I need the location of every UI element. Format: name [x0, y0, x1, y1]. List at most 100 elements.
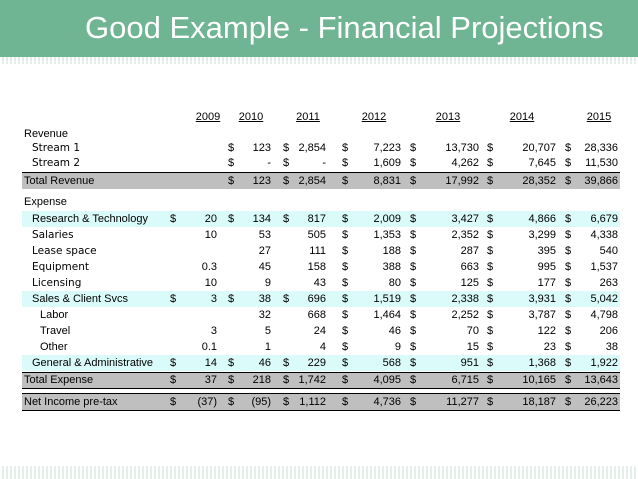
page-title: Good Example - Financial Projections	[85, 10, 604, 45]
currency-symbol: $	[283, 357, 290, 369]
row-label: Labor	[40, 309, 69, 321]
currency-symbol: $	[565, 229, 572, 241]
currency-symbol: $	[228, 396, 235, 408]
cell-value: 817	[307, 213, 326, 225]
year-header: 2010	[238, 111, 264, 123]
cell-value: 229	[307, 357, 326, 369]
currency-symbol: $	[228, 293, 235, 305]
cell-value: 663	[460, 261, 479, 273]
currency-symbol: $	[283, 374, 290, 386]
cell-value: 28,352	[522, 175, 556, 187]
cell-value: 123	[252, 142, 271, 154]
currency-symbol: $	[565, 309, 572, 321]
currency-symbol: $	[565, 396, 572, 408]
cell-value: 7,223	[373, 142, 401, 154]
cell-value: 38	[605, 341, 618, 353]
table-row: Stream 2 $ - $ - $1,609 $4,262 $7,645 $11,530	[22, 156, 620, 170]
currency-symbol: $	[410, 175, 417, 187]
cell-value: 2,854	[298, 142, 326, 154]
currency-symbol: $	[342, 277, 349, 289]
currency-symbol: $	[170, 213, 177, 225]
cell-value: 395	[537, 245, 556, 257]
title-banner: Good Example - Financial Projections	[0, 0, 638, 57]
cell-value: 4,866	[528, 213, 556, 225]
cell-value: 1,742	[298, 374, 326, 386]
cell-value: 11,277	[446, 396, 479, 408]
currency-symbol: $	[342, 261, 349, 273]
currency-symbol: $	[565, 142, 572, 154]
currency-symbol: $	[487, 293, 494, 305]
currency-symbol: $	[487, 277, 494, 289]
row-label: Salaries	[32, 229, 74, 241]
cell-value: 32	[258, 309, 271, 321]
cell-value: 43	[313, 277, 326, 289]
currency-symbol: $	[342, 341, 349, 353]
currency-symbol: $	[487, 357, 494, 369]
cell-value: 14	[204, 357, 217, 369]
currency-symbol: $	[565, 175, 572, 187]
currency-symbol: $	[342, 293, 349, 305]
year-header: 2011	[296, 111, 320, 123]
cell-value: 1,464	[373, 309, 401, 321]
cell-value: 8,831	[373, 175, 401, 187]
currency-symbol: $	[565, 261, 572, 273]
table-row: Salaries 10 53 505 $1,353 $2,352 $3,299 $4,338	[22, 228, 620, 242]
cell-value: 3,931	[528, 293, 556, 305]
year-header: 2009	[195, 111, 221, 123]
currency-symbol: $	[283, 213, 290, 225]
cell-value: 17,992	[445, 175, 479, 187]
currency-symbol: $	[228, 142, 235, 154]
section-expense: Expense	[22, 195, 620, 209]
currency-symbol: $	[342, 396, 349, 408]
currency-symbol: $	[487, 261, 494, 273]
cell-value: 951	[460, 357, 479, 369]
currency-symbol: $	[487, 245, 494, 257]
currency-symbol: $	[410, 261, 417, 273]
currency-symbol: $	[342, 229, 349, 241]
cell-value: 9	[264, 277, 271, 289]
cell-value: 4,262	[451, 157, 479, 169]
currency-symbol: $	[283, 142, 290, 154]
cell-value: 263	[599, 277, 618, 289]
cell-value: 177	[537, 277, 556, 289]
currency-symbol: $	[410, 229, 417, 241]
currency-symbol: $	[342, 325, 349, 337]
cell-value: 46	[258, 357, 271, 369]
currency-symbol: $	[410, 341, 417, 353]
cell-value: (95)	[251, 396, 271, 408]
cell-value: 668	[307, 309, 326, 321]
cell-value: 39,866	[584, 175, 618, 187]
cell-value: 287	[460, 245, 479, 257]
cell-value: 123	[252, 175, 271, 187]
year-header: 2013	[435, 111, 461, 123]
cell-value: 4,095	[373, 374, 401, 386]
currency-symbol: $	[565, 157, 572, 169]
table-row-gna: General & Administrative $14 $46 $229 $568 $9…	[22, 355, 620, 371]
currency-symbol: $	[342, 245, 349, 257]
row-label: Travel	[40, 325, 71, 337]
currency-symbol: $	[283, 396, 290, 408]
currency-symbol: $	[410, 325, 417, 337]
currency-symbol: $	[228, 374, 235, 386]
cell-value: 45	[258, 261, 271, 273]
cell-value: 80	[388, 277, 401, 289]
currency-symbol: $	[170, 396, 177, 408]
cell-value: 5,042	[590, 293, 618, 305]
cell-value: 26,223	[584, 396, 618, 408]
currency-symbol: $	[410, 396, 417, 408]
currency-symbol: $	[283, 293, 290, 305]
cell-value: 3	[210, 325, 217, 337]
cell-value: 4	[319, 341, 326, 353]
currency-symbol: $	[410, 157, 417, 169]
currency-symbol: $	[410, 309, 417, 321]
table-row: Lease space 27 111 $188 $287 $395 $540	[22, 244, 620, 258]
row-label: Stream 1	[32, 142, 81, 154]
cell-value: 568	[382, 357, 401, 369]
currency-symbol: $	[487, 396, 494, 408]
cell-value: -	[322, 157, 326, 169]
cell-value: 37	[204, 374, 217, 386]
cell-value: 111	[309, 245, 326, 257]
currency-symbol: $	[342, 142, 349, 154]
currency-symbol: $	[487, 325, 494, 337]
cell-value: 7,645	[528, 157, 556, 169]
